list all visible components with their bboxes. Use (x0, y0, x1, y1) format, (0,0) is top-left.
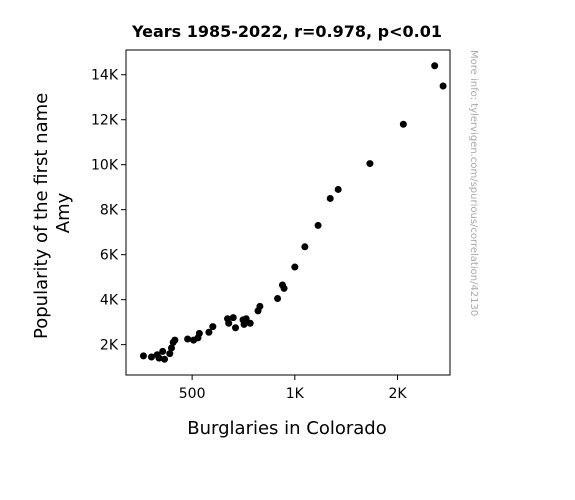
x-axis-ticks: 500 1K 2K (179, 375, 407, 402)
y-axis-label-line-1: Popularity of the first name (31, 93, 52, 339)
chart-title: Years 1985-2022, r=0.978, p<0.01 (131, 22, 442, 41)
data-point (301, 243, 309, 251)
y-axis-ticks: 2K 4K 6K 8K 10K 12K 14K (91, 68, 126, 354)
y-axis-label: Popularity of the first name Amy (31, 87, 74, 339)
data-point (139, 352, 147, 360)
data-point (190, 336, 198, 344)
x-tick-label: 2K (388, 386, 407, 402)
data-point (161, 355, 169, 363)
y-tick-label: 10K (91, 158, 119, 174)
data-point (439, 82, 447, 90)
y-tick-label: 6K (100, 248, 119, 264)
data-point (209, 323, 217, 331)
data-point (240, 320, 248, 328)
data-point (280, 284, 288, 292)
data-point (184, 335, 192, 343)
x-tick-label: 500 (179, 386, 206, 402)
x-axis-label: Burglaries in Colorado (187, 418, 386, 439)
y-tick-label: 8K (100, 203, 119, 219)
data-point (147, 353, 155, 361)
data-point (159, 347, 167, 355)
data-point (246, 319, 254, 327)
data-point (225, 319, 233, 327)
y-tick-label: 4K (100, 293, 119, 309)
data-points (139, 62, 447, 363)
data-point (167, 344, 175, 352)
data-point (169, 338, 177, 346)
data-point (334, 185, 342, 193)
data-point (229, 314, 237, 322)
source-watermark: More info: tylervigen.com/spurious/corre… (468, 50, 479, 316)
data-point (231, 324, 239, 332)
data-point (254, 307, 262, 315)
data-point (291, 263, 299, 271)
y-axis-label-line-2: Amy (53, 192, 74, 233)
data-point (326, 194, 334, 202)
x-tick-label: 1K (286, 386, 305, 402)
data-point (274, 295, 282, 303)
y-tick-label: 2K (100, 338, 119, 354)
data-point (205, 328, 213, 336)
data-point (399, 120, 407, 128)
data-point (155, 354, 163, 362)
data-point (166, 350, 174, 358)
data-point (314, 221, 322, 229)
y-tick-label: 14K (91, 68, 119, 84)
y-tick-label: 12K (91, 113, 119, 129)
data-point (366, 160, 374, 168)
data-point (431, 62, 439, 70)
plot-area (125, 49, 451, 376)
